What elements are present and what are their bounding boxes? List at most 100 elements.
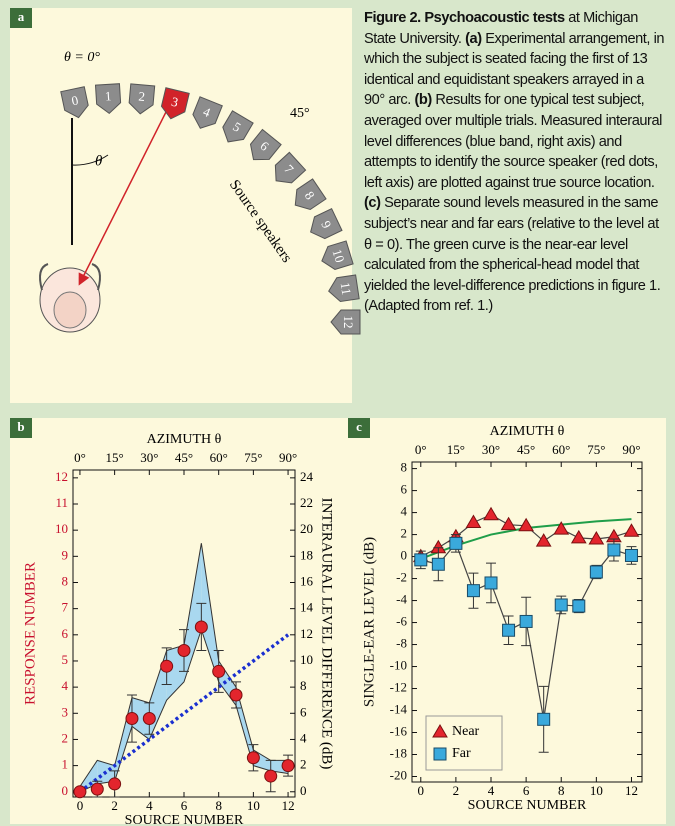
point xyxy=(125,712,139,726)
speaker: 4 xyxy=(192,96,223,129)
y-tick-label: -14 xyxy=(390,702,408,717)
caption: Figure 2. Psychoacoustic tests at Michig… xyxy=(364,8,668,317)
caption-text: at Michigan State University. xyxy=(364,10,638,47)
point xyxy=(502,623,516,637)
y2-tick-label: 22 xyxy=(300,495,313,510)
y2-tick-label: 12 xyxy=(300,626,313,641)
y2-tick-label: 8 xyxy=(300,678,307,693)
panel xyxy=(348,418,666,824)
theta: θ xyxy=(95,153,103,169)
arrow xyxy=(78,107,169,286)
point xyxy=(484,576,498,590)
y-tick-label: 12 xyxy=(55,469,68,484)
speaker-body xyxy=(160,87,190,120)
y-tick-label: -4 xyxy=(396,592,407,607)
point xyxy=(466,584,480,598)
point xyxy=(623,523,640,537)
reference-line xyxy=(78,633,290,794)
y-tick-label: 4 xyxy=(401,504,408,519)
y2-tick-label: 24 xyxy=(300,469,314,484)
x-tick-label: 12 xyxy=(625,783,638,798)
point xyxy=(246,751,260,765)
point xyxy=(537,712,551,726)
speaker-label: 3 xyxy=(170,94,180,110)
panel-label: b xyxy=(17,419,24,434)
panel xyxy=(10,418,348,824)
y-tick-label: 8 xyxy=(401,460,408,475)
panel-label: a xyxy=(18,9,25,24)
y-tick-label: 1 xyxy=(62,757,69,772)
y-tick-label: 3 xyxy=(62,704,69,719)
point xyxy=(554,598,568,612)
top-x-tick-label: 15° xyxy=(106,450,124,465)
y-tick-label: 5 xyxy=(62,652,69,667)
point xyxy=(281,759,295,773)
point xyxy=(589,565,603,579)
y-tick-label: -16 xyxy=(390,723,408,738)
charts: b AZIMUTH θ SOURCE NUMBER RESPONSE NUMBER IN… xyxy=(10,418,666,826)
speaker: 11 xyxy=(328,274,360,303)
x-tick-label: 0 xyxy=(77,798,84,813)
top-x-tick-label: 90° xyxy=(279,450,297,465)
x-axis-title: SOURCE NUMBER xyxy=(468,798,587,813)
top-x-tick-label: 0° xyxy=(74,450,86,465)
y-tick-label: 4 xyxy=(62,678,69,693)
speaker: 0 xyxy=(60,86,89,119)
point xyxy=(264,769,278,783)
point xyxy=(535,533,552,547)
y-tick-label: -6 xyxy=(396,614,407,629)
x-axis-title: SOURCE NUMBER xyxy=(125,813,244,826)
x-tick-label: 6 xyxy=(523,783,530,798)
speaker: 5 xyxy=(222,110,254,143)
y-tick-label: -20 xyxy=(390,767,407,782)
speaker: 9 xyxy=(310,208,343,240)
point xyxy=(177,644,191,658)
point xyxy=(108,777,122,791)
y2-tick-label: 6 xyxy=(300,704,307,719)
y-tick-label: -18 xyxy=(390,745,407,760)
speaker-body xyxy=(249,128,282,161)
y-tick-label: -10 xyxy=(390,658,407,673)
caption-text: (a) xyxy=(465,30,482,47)
point xyxy=(90,782,104,796)
theta-arc xyxy=(71,154,109,166)
top-x-tick-label: 30° xyxy=(140,450,158,465)
speaker-label: 10 xyxy=(330,247,348,264)
band xyxy=(131,697,150,740)
speaker-body xyxy=(222,110,254,143)
point xyxy=(518,517,534,532)
y-tick-label: 0 xyxy=(62,783,69,798)
y-tick-label: 10 xyxy=(55,521,68,536)
point xyxy=(160,659,174,673)
y-tick-label: 2 xyxy=(62,730,69,745)
top-x-tick-label: 45° xyxy=(517,442,535,457)
y2-axis-title: INTERAURAL LEVEL DIFFERENCE (dB) xyxy=(319,498,335,770)
speaker: 7 xyxy=(274,151,307,184)
point xyxy=(431,557,445,571)
caption-text: (c) xyxy=(364,195,381,212)
point xyxy=(500,516,517,531)
speaker-label: 12 xyxy=(341,316,356,329)
point xyxy=(449,536,463,550)
band xyxy=(201,543,219,682)
speaker-body xyxy=(328,274,360,303)
x-tick-label: 10 xyxy=(590,783,603,798)
panel-label-box xyxy=(10,8,32,28)
y-tick-label: 2 xyxy=(401,526,408,541)
point xyxy=(519,614,533,628)
legend-marker xyxy=(432,724,448,738)
x-tick-label: 8 xyxy=(558,783,565,798)
chart: b AZIMUTH θ SOURCE NUMBER RESPONSE NUMBER IN… xyxy=(10,418,348,826)
caption-text: Figure 2. Psychoacoustic tests xyxy=(364,10,565,26)
point xyxy=(465,514,482,528)
speaker-label: 1 xyxy=(104,88,111,103)
y-tick-label: 8 xyxy=(62,573,69,588)
speaker-label: 2 xyxy=(138,89,146,105)
point xyxy=(212,664,226,678)
y-tick-label: 9 xyxy=(62,547,69,562)
top-x-tick-label: 15° xyxy=(447,442,465,457)
point xyxy=(570,529,587,544)
speaker: 8 xyxy=(294,178,327,211)
